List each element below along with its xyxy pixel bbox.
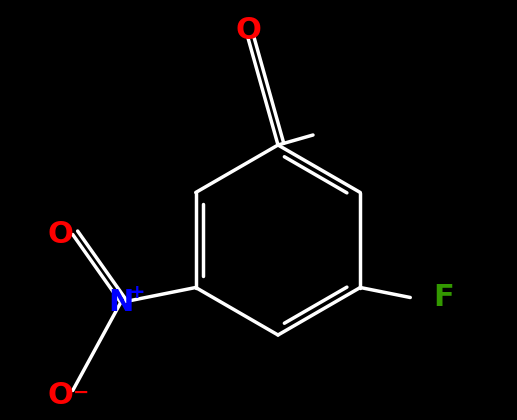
Text: O: O bbox=[48, 220, 73, 249]
Text: −: − bbox=[72, 383, 89, 402]
Text: O: O bbox=[235, 16, 261, 45]
Text: +: + bbox=[129, 283, 145, 302]
Text: F: F bbox=[433, 283, 453, 312]
Text: N: N bbox=[108, 288, 133, 317]
Text: O: O bbox=[48, 381, 73, 410]
